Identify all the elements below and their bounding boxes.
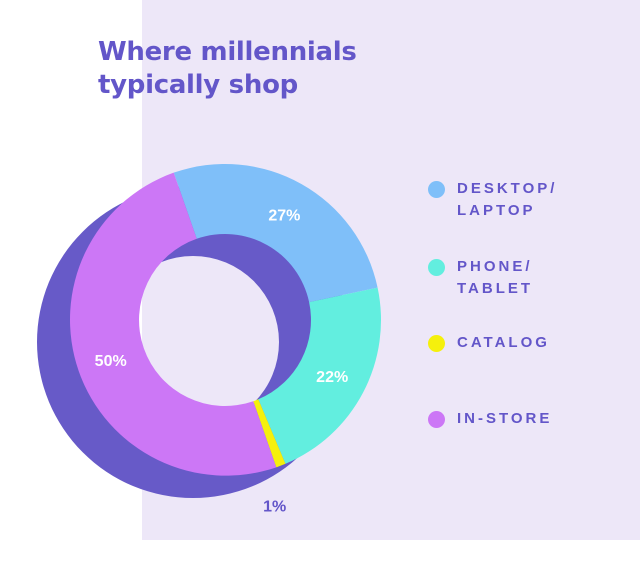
legend-label: IN-STORE <box>457 410 553 427</box>
legend-label: DESKTOP/ LAPTOP <box>457 180 558 219</box>
slice-value-label: 22% <box>316 369 348 386</box>
slice-value-label: 27% <box>268 208 300 225</box>
slice-value-label: 50% <box>95 353 127 370</box>
chart-title-line-1: Where millennials <box>98 37 357 67</box>
legend-swatch <box>428 181 445 198</box>
legend-label: CATALOG <box>457 334 550 351</box>
legend-swatch <box>428 335 445 352</box>
legend-swatch <box>428 259 445 276</box>
legend-item: PHONE/ TABLET <box>428 256 533 300</box>
chart-title-line-2: typically shop <box>98 70 298 100</box>
legend-label: PHONE/ TABLET <box>457 258 534 297</box>
chart-title: Where millennials typically shop <box>98 36 418 102</box>
legend-item: DESKTOP/ LAPTOP <box>428 178 557 222</box>
slice-value-label: 1% <box>263 499 286 516</box>
legend-item: IN-STORE <box>428 408 552 430</box>
donut-slice <box>253 399 286 468</box>
donut-slice <box>173 164 378 303</box>
donut-slice <box>258 287 381 464</box>
donut-slice <box>70 172 277 476</box>
legend-swatch <box>428 411 445 428</box>
legend-item: CATALOG <box>428 332 550 354</box>
